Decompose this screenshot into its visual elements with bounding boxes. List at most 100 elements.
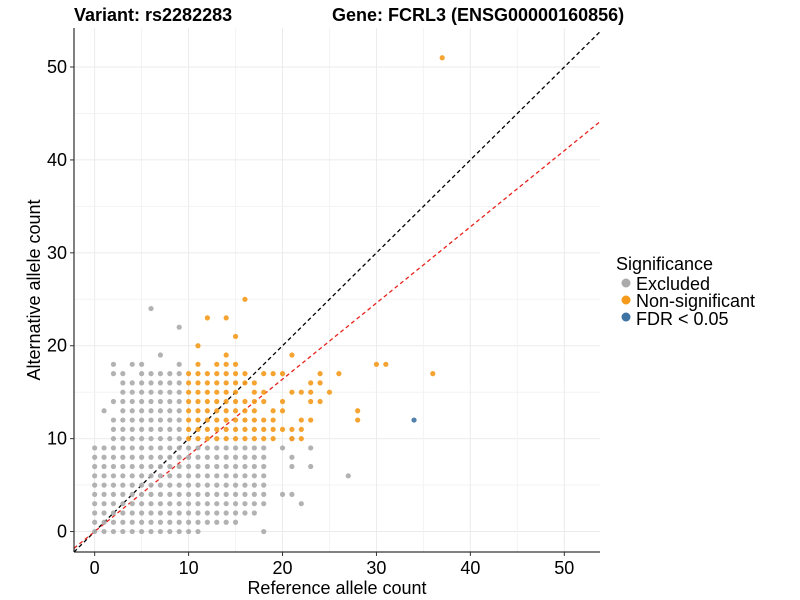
- point-non-significant: [232, 436, 239, 442]
- point-excluded: [345, 473, 351, 479]
- point-excluded: [148, 417, 154, 423]
- point-non-significant: [308, 398, 314, 405]
- point-non-significant: [279, 371, 286, 377]
- point-non-significant: [289, 436, 295, 442]
- point-non-significant: [298, 417, 304, 423]
- point-non-significant: [214, 389, 220, 395]
- point-excluded: [101, 454, 107, 460]
- point-excluded: [110, 501, 117, 507]
- point-excluded: [148, 482, 154, 488]
- point-excluded: [148, 426, 154, 432]
- point-excluded: [120, 426, 126, 432]
- point-excluded: [167, 463, 173, 470]
- point-excluded: [139, 361, 145, 367]
- point-excluded: [148, 305, 154, 312]
- point-excluded: [101, 463, 107, 470]
- point-non-significant: [270, 371, 276, 377]
- y-tick-label: 30: [47, 243, 67, 263]
- point-excluded: [110, 361, 117, 367]
- point-excluded: [157, 519, 164, 525]
- point-non-significant: [298, 389, 304, 395]
- point-excluded: [139, 380, 145, 386]
- x-tick-label: 10: [179, 558, 199, 578]
- point-excluded: [92, 454, 98, 460]
- point-excluded: [242, 501, 248, 507]
- point-excluded: [148, 380, 154, 386]
- point-excluded: [148, 463, 154, 470]
- point-non-significant: [223, 352, 229, 358]
- point-non-significant: [270, 417, 276, 423]
- point-non-significant: [232, 398, 239, 405]
- point-excluded: [176, 510, 182, 516]
- point-excluded: [157, 473, 164, 479]
- point-excluded: [139, 528, 145, 535]
- point-excluded: [261, 463, 267, 470]
- point-excluded: [129, 528, 135, 535]
- point-non-significant: [242, 371, 248, 377]
- point-excluded: [101, 482, 107, 488]
- point-excluded: [92, 510, 98, 516]
- point-excluded: [223, 501, 229, 507]
- point-excluded: [214, 454, 220, 460]
- point-excluded: [279, 491, 286, 497]
- point-excluded: [242, 482, 248, 488]
- point-excluded: [176, 426, 182, 432]
- point-excluded: [251, 510, 257, 516]
- point-excluded: [120, 454, 126, 460]
- point-non-significant: [232, 380, 239, 386]
- point-excluded: [167, 454, 173, 460]
- point-excluded: [242, 454, 248, 460]
- point-excluded: [110, 371, 117, 377]
- point-excluded: [167, 473, 173, 479]
- point-excluded: [157, 454, 164, 460]
- point-non-significant: [195, 343, 201, 349]
- point-non-significant: [214, 436, 220, 442]
- point-excluded: [129, 436, 135, 442]
- legend-label-fdr: FDR < 0.05: [636, 309, 729, 329]
- point-excluded: [110, 426, 117, 432]
- point-excluded: [167, 501, 173, 507]
- point-excluded: [157, 380, 164, 386]
- point-excluded: [157, 389, 164, 395]
- point-excluded: [139, 445, 145, 451]
- y-tick-label: 50: [47, 57, 67, 77]
- point-excluded: [148, 398, 154, 405]
- point-non-significant: [373, 361, 380, 367]
- point-excluded: [129, 463, 135, 470]
- point-non-significant: [242, 296, 248, 302]
- point-excluded: [176, 436, 182, 442]
- point-excluded: [101, 501, 107, 507]
- x-tick-label: 20: [273, 558, 293, 578]
- point-excluded: [176, 361, 182, 367]
- point-excluded: [110, 528, 117, 535]
- point-excluded: [204, 482, 210, 488]
- point-non-significant: [298, 426, 304, 432]
- point-excluded: [101, 445, 107, 451]
- point-excluded: [139, 473, 145, 479]
- point-excluded: [157, 398, 164, 405]
- point-excluded: [261, 454, 267, 460]
- point-non-significant: [232, 389, 239, 395]
- point-excluded: [139, 426, 145, 432]
- point-non-significant: [298, 436, 304, 442]
- point-excluded: [195, 510, 201, 516]
- point-excluded: [120, 417, 126, 423]
- point-excluded: [176, 371, 182, 377]
- point-non-significant: [242, 426, 248, 432]
- point-excluded: [242, 510, 248, 516]
- point-excluded: [204, 445, 210, 451]
- point-excluded: [120, 473, 126, 479]
- point-excluded: [129, 417, 135, 423]
- point-non-significant: [223, 408, 229, 414]
- point-excluded: [129, 510, 135, 516]
- point-excluded: [261, 491, 267, 497]
- point-non-significant: [261, 436, 267, 442]
- point-non-significant: [185, 408, 192, 414]
- point-excluded: [176, 473, 182, 479]
- point-excluded: [101, 528, 107, 535]
- legend: Significance Excluded Non-significant FD…: [616, 254, 755, 329]
- point-excluded: [129, 398, 135, 405]
- point-non-significant: [317, 380, 323, 386]
- point-excluded: [129, 491, 135, 497]
- point-excluded: [157, 491, 164, 497]
